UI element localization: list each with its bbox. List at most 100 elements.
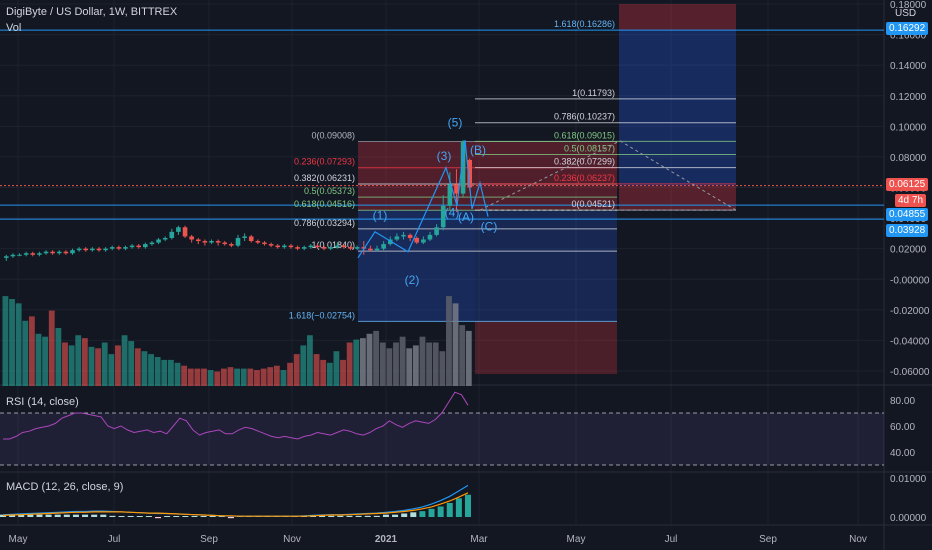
macd-histogram-bar bbox=[455, 498, 462, 517]
macd-histogram-bar bbox=[465, 494, 471, 517]
currency-label: USD bbox=[895, 8, 917, 19]
volume-bar bbox=[115, 345, 121, 386]
macd-histogram-bar bbox=[337, 515, 344, 517]
rsi-axis-tick: 40.00 bbox=[890, 448, 915, 459]
elliott-wave-line[interactable] bbox=[357, 140, 489, 259]
macd-histogram-bar bbox=[100, 514, 107, 517]
macd-axis-tick: 0.00000 bbox=[890, 513, 927, 524]
volume-bar bbox=[254, 370, 260, 386]
rsi-line[interactable] bbox=[3, 391, 469, 440]
volume-bar bbox=[412, 345, 419, 386]
candle-body bbox=[454, 184, 459, 194]
candle-body bbox=[447, 184, 453, 206]
volume-bars bbox=[2, 296, 472, 386]
volume-bar bbox=[432, 342, 439, 386]
fib-right-label: 0(0.04521) bbox=[571, 199, 615, 209]
candle-body bbox=[229, 244, 234, 246]
macd-histogram-bar bbox=[209, 516, 216, 517]
candle-body bbox=[136, 245, 141, 248]
volume-bar bbox=[148, 354, 154, 386]
price-axis[interactable]: 0.18000 0.16000 0.14000 0.12000 0.10000 0.080… bbox=[890, 0, 930, 524]
volume-bar bbox=[439, 351, 446, 386]
fib-left-label: 0.618(0.04516) bbox=[294, 199, 355, 209]
macd-pane[interactable] bbox=[0, 484, 471, 519]
symbol-title[interactable]: DigiByte / US Dollar, 1W, BITTREX bbox=[6, 6, 178, 18]
projection-trend-down[interactable] bbox=[619, 140, 737, 211]
volume-bar bbox=[207, 370, 214, 386]
time-axis-label: Jul bbox=[665, 534, 678, 545]
candle-body bbox=[169, 231, 175, 238]
volume-bar bbox=[326, 362, 333, 386]
macd-histogram-bar bbox=[401, 513, 408, 517]
volume-bar bbox=[300, 345, 307, 386]
macd-histogram-bar bbox=[319, 515, 326, 517]
volume-bar bbox=[81, 338, 88, 386]
time-axis[interactable]: May Jul Sep Nov 2021 Mar May Jul Sep Nov bbox=[9, 534, 867, 545]
volume-bar bbox=[333, 351, 340, 386]
fib-right-label: 1.618(0.16286) bbox=[554, 19, 615, 29]
macd-histogram-bar bbox=[200, 516, 207, 517]
price-axis-tick: -0.00000 bbox=[890, 275, 930, 286]
candle-body bbox=[288, 245, 294, 248]
fib-right-label: 0.618(0.09015) bbox=[554, 130, 615, 140]
volume-bar bbox=[386, 348, 393, 386]
macd-histogram-bar bbox=[63, 514, 70, 517]
rsi-pane[interactable] bbox=[0, 391, 884, 466]
macd-label[interactable]: MACD (12, 26, close, 9) bbox=[6, 481, 124, 493]
candle-body bbox=[387, 239, 393, 245]
rsi-axis-tick: 80.00 bbox=[890, 396, 915, 407]
volume-bar bbox=[28, 316, 35, 386]
macd-histogram-bar bbox=[182, 516, 189, 517]
candle-body bbox=[116, 247, 122, 249]
candle-body bbox=[361, 247, 367, 249]
volume-bar bbox=[168, 359, 174, 386]
volume-bar bbox=[62, 342, 68, 386]
candle-body bbox=[407, 234, 413, 238]
candle-body bbox=[43, 251, 49, 254]
macd-histogram-bar bbox=[45, 514, 52, 517]
candle-body bbox=[37, 253, 42, 255]
price-tag-level-2: 0.03928 bbox=[886, 224, 929, 237]
fib-right-label: 1(0.11793) bbox=[572, 88, 615, 98]
time-axis-label: Sep bbox=[200, 534, 218, 545]
price-tag-level-1: 0.04855 bbox=[886, 208, 929, 221]
price-axis-tick: 0.12000 bbox=[890, 92, 927, 103]
macd-histogram-bar bbox=[82, 514, 89, 517]
volume-bar bbox=[267, 367, 274, 386]
elliott-wave-drawing[interactable]: (1) (2) (3) (4) (5) (A) (B) (C) bbox=[357, 115, 497, 287]
macd-signal-line[interactable] bbox=[2, 492, 469, 517]
rsi-label[interactable]: RSI (14, close) bbox=[6, 396, 79, 408]
volume-bar bbox=[346, 342, 353, 386]
candle-body bbox=[381, 244, 386, 249]
volume-bar bbox=[2, 296, 9, 386]
macd-histogram-bar bbox=[0, 514, 6, 517]
volume-bar bbox=[287, 362, 293, 386]
volume-bar bbox=[320, 359, 327, 386]
price-tag-fib-top: 0.16292 bbox=[886, 22, 929, 35]
price-axis-tick: -0.02000 bbox=[890, 306, 930, 317]
candle-body bbox=[242, 236, 247, 238]
macd-histogram-bar bbox=[437, 506, 444, 517]
candle-body bbox=[275, 245, 281, 248]
volume-bar bbox=[313, 354, 320, 386]
time-axis-label: May bbox=[9, 534, 28, 545]
candle-body bbox=[248, 236, 254, 242]
candle-body bbox=[182, 227, 188, 237]
wave-label: (A) bbox=[458, 210, 474, 224]
volume-bar bbox=[280, 370, 287, 386]
volume-bar bbox=[406, 348, 413, 386]
candle-body bbox=[109, 247, 115, 249]
volume-bar bbox=[88, 346, 95, 386]
volume-bar bbox=[9, 299, 15, 386]
volume-bar bbox=[307, 335, 313, 386]
fib-right-label: 0.5(0.08157) bbox=[564, 144, 615, 154]
candle-body bbox=[301, 247, 307, 249]
projection-trend-up[interactable] bbox=[479, 140, 621, 211]
macd-histogram-bar bbox=[54, 514, 61, 517]
candle-body bbox=[321, 247, 327, 249]
volume-bar bbox=[141, 351, 148, 386]
macd-histogram-bar bbox=[328, 515, 335, 517]
stop-zone-right bbox=[619, 4, 736, 31]
